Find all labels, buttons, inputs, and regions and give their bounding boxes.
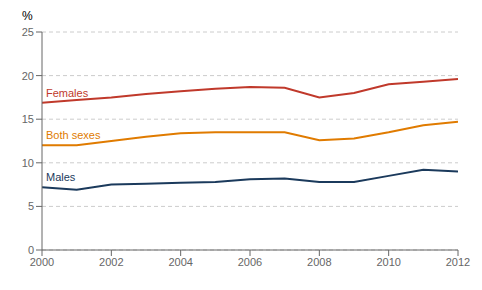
svg-text:Females: Females [46,87,89,99]
svg-text:25: 25 [22,26,34,38]
svg-text:2012: 2012 [446,256,470,268]
svg-text:2010: 2010 [376,256,400,268]
svg-text:Males: Males [46,171,76,183]
svg-text:Both sexes: Both sexes [46,129,101,141]
svg-text:15: 15 [22,113,34,125]
svg-text:2000: 2000 [30,256,54,268]
svg-text:10: 10 [22,157,34,169]
svg-text:2008: 2008 [307,256,331,268]
svg-text:2006: 2006 [238,256,262,268]
svg-text:0: 0 [28,244,34,256]
svg-text:2002: 2002 [99,256,123,268]
svg-text:20: 20 [22,70,34,82]
svg-text:2004: 2004 [168,256,192,268]
svg-text:5: 5 [28,200,34,212]
